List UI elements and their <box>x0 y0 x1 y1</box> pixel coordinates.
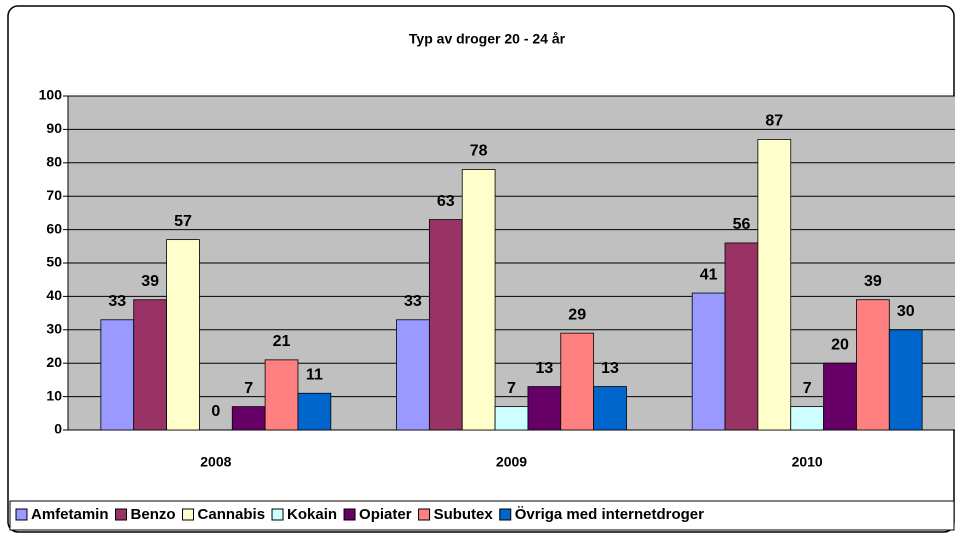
data-label: 7 <box>507 380 516 397</box>
y-tick-label: 100 <box>39 87 63 103</box>
legend-swatch <box>499 508 512 521</box>
bar <box>264 359 299 431</box>
data-label: 33 <box>404 293 422 310</box>
legend-swatch <box>343 508 356 521</box>
bar <box>691 292 726 431</box>
data-label: 0 <box>211 403 220 420</box>
bar <box>494 406 529 431</box>
bar <box>133 299 167 431</box>
data-label: 41 <box>700 266 718 283</box>
data-label: 29 <box>568 306 586 323</box>
legend-swatch <box>115 508 128 521</box>
y-tick-label: 50 <box>46 254 62 270</box>
legend: Amfetamin Benzo Cannabis Kokain Opiater Subut… <box>9 500 955 531</box>
y-tick-label: 0 <box>54 421 62 437</box>
legend-swatch <box>15 508 28 521</box>
data-label: 13 <box>535 360 553 377</box>
bar <box>888 329 923 431</box>
bar <box>297 392 332 431</box>
y-tick-label: 10 <box>46 387 62 403</box>
y-tick-label: 30 <box>46 321 62 337</box>
bar <box>560 332 595 431</box>
bar <box>757 139 792 431</box>
bar <box>231 406 266 431</box>
y-tick-label: 60 <box>46 220 62 236</box>
data-label: 63 <box>437 193 455 210</box>
bar <box>166 239 200 431</box>
legend-label: Övriga med internetdroger <box>515 506 704 523</box>
y-tick-label: 40 <box>46 287 62 303</box>
bar <box>724 242 759 431</box>
data-label: 87 <box>765 113 783 130</box>
data-label: 33 <box>108 293 126 310</box>
chart-title: Typ av droger 20 - 24 år <box>409 31 566 47</box>
legend-swatch <box>271 508 284 521</box>
bar <box>790 406 824 431</box>
data-label: 21 <box>273 333 291 350</box>
data-label: 7 <box>244 380 253 397</box>
y-tick-label: 70 <box>46 187 62 203</box>
bar <box>100 319 135 431</box>
y-tick-label: 20 <box>46 354 62 370</box>
data-label: 11 <box>306 366 323 383</box>
data-label: 7 <box>803 380 812 397</box>
bar <box>428 219 463 431</box>
bar <box>593 386 627 431</box>
x-tick-label: 2009 <box>496 454 527 470</box>
legend-swatch <box>418 508 431 521</box>
y-tick-label: 80 <box>46 154 62 170</box>
legend-label: Opiater <box>359 506 412 523</box>
bar <box>396 319 430 431</box>
legend-swatch <box>182 508 195 521</box>
legend-label: Kokain <box>287 506 337 523</box>
data-label: 78 <box>470 143 488 160</box>
data-label: 56 <box>733 216 751 233</box>
bar <box>527 386 562 431</box>
legend-label: Benzo <box>131 506 176 523</box>
legend-label: Amfetamin <box>31 506 109 523</box>
data-label: 39 <box>864 273 882 290</box>
data-label: 57 <box>174 213 192 230</box>
legend-label: Subutex <box>434 506 494 523</box>
data-label: 30 <box>897 303 915 320</box>
y-tick-label: 90 <box>46 120 62 136</box>
bar <box>461 169 496 431</box>
data-label: 39 <box>141 273 159 290</box>
x-tick-label: 2008 <box>200 454 231 470</box>
legend-label: Cannabis <box>198 506 266 523</box>
bar <box>856 299 890 431</box>
data-label: 20 <box>831 336 849 353</box>
bar <box>823 362 857 431</box>
x-tick-label: 2010 <box>792 454 823 470</box>
legend-box <box>9 500 955 531</box>
data-label: 13 <box>601 360 619 377</box>
